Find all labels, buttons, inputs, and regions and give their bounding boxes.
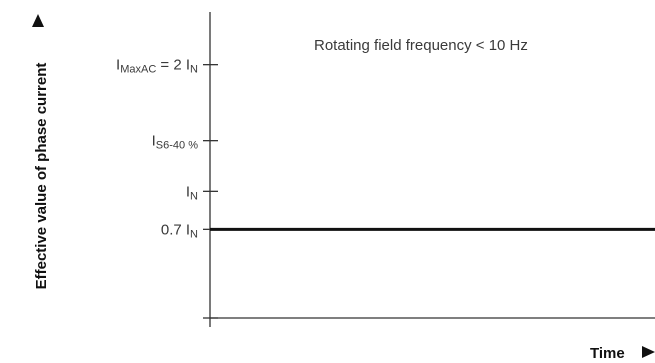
y-tick-label: IN: [186, 183, 198, 202]
y-axis-title: Effective value of phase current: [33, 63, 50, 290]
y-axis-arrow-icon: [32, 14, 44, 27]
x-axis-arrow-icon: [642, 346, 655, 358]
y-tick-label: 0.7 IN: [161, 221, 198, 240]
y-tick-label: IMaxAC = 2 IN: [116, 57, 198, 76]
y-axis: [203, 12, 218, 327]
x-axis-title: Time: [590, 345, 625, 362]
y-tick-label: IS6-40 %: [152, 133, 199, 152]
y-ticks: IMaxAC = 2 IN IS6-40 % IN 0.7 IN: [116, 57, 218, 240]
chart-annotation: Rotating field frequency < 10 Hz: [314, 37, 528, 54]
